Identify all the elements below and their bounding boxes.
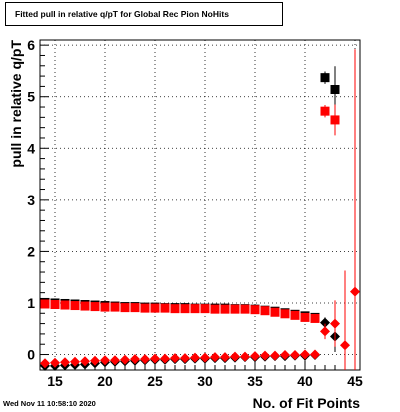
data-point-diamond	[180, 353, 190, 364]
data-point-diamond	[320, 326, 330, 337]
data-point-square	[40, 299, 50, 309]
data-point-square	[180, 304, 190, 314]
data-point-square	[80, 301, 90, 311]
data-point-square	[110, 302, 120, 312]
data-point-diamond	[160, 353, 170, 364]
data-point-square	[330, 85, 340, 94]
data-markers	[40, 49, 360, 371]
data-point-diamond	[60, 357, 70, 368]
data-point-square	[50, 300, 60, 310]
data-point-diamond	[210, 352, 220, 363]
data-point-square	[240, 304, 250, 314]
data-point-diamond	[340, 340, 350, 351]
x-tick-label: 45	[347, 373, 363, 389]
y-tick-label: 4	[27, 140, 35, 156]
x-tick-label: 20	[97, 373, 113, 389]
data-point-diamond	[140, 354, 150, 365]
y-tick-labels: 0 1 2 3 4 5 6	[27, 37, 35, 362]
data-point-diamond	[250, 351, 260, 362]
y-tick-label: 1	[27, 295, 35, 311]
data-point-diamond	[260, 350, 270, 361]
data-point-diamond	[110, 355, 120, 366]
data-point-square	[60, 300, 70, 310]
x-tick-label: 40	[297, 373, 313, 389]
y-tick-label: 6	[27, 37, 35, 53]
data-point-diamond	[150, 353, 160, 364]
y-tick-label: 0	[27, 347, 35, 363]
data-point-square	[330, 115, 340, 125]
data-point-square	[270, 307, 280, 317]
data-point-diamond	[280, 350, 290, 361]
data-point-diamond	[90, 355, 100, 366]
data-point-diamond	[310, 349, 320, 360]
data-point-square	[320, 106, 330, 116]
data-point-diamond	[120, 354, 130, 365]
data-point-square	[220, 304, 230, 314]
data-point-square	[70, 301, 80, 311]
data-point-square	[230, 304, 240, 314]
data-point-square	[100, 302, 110, 312]
data-point-diamond	[270, 350, 280, 361]
data-point-square	[250, 305, 260, 315]
x-axis-title: No. of Fit Points	[253, 395, 361, 411]
data-point-square	[130, 303, 140, 313]
timestamp: Wed Nov 11 10:58:10 2020	[3, 399, 96, 408]
data-point-diamond	[40, 358, 50, 369]
chart-title: Fitted pull in relative q/pT for Global …	[5, 2, 283, 26]
data-point-diamond	[200, 352, 210, 363]
data-point-diamond	[50, 357, 60, 368]
data-point-diamond	[130, 354, 140, 365]
y-axis-title: pull in relative q/pT	[8, 40, 24, 168]
data-point-square	[200, 304, 210, 314]
data-point-diamond	[190, 352, 200, 363]
data-point-diamond	[230, 351, 240, 362]
data-point-square	[190, 304, 200, 314]
data-point-square	[120, 303, 130, 313]
data-point-square	[160, 303, 170, 313]
grid-lines	[40, 40, 360, 370]
data-point-diamond	[70, 356, 80, 367]
data-point-square	[260, 306, 270, 316]
data-point-square	[290, 310, 300, 320]
data-point-square	[90, 302, 100, 312]
y-tick-label: 2	[27, 243, 35, 259]
data-point-diamond	[290, 350, 300, 361]
data-point-square	[170, 304, 180, 314]
x-tick-label: 30	[197, 373, 213, 389]
data-point-square	[280, 309, 290, 319]
y-tick-label: 5	[27, 89, 35, 105]
data-point-square	[140, 303, 150, 313]
data-point-square	[210, 304, 220, 314]
x-tick-label: 15	[47, 373, 63, 389]
data-point-square	[320, 73, 330, 83]
data-point-diamond	[320, 317, 330, 328]
data-point-square	[150, 303, 160, 313]
y-tick-label: 3	[27, 192, 35, 208]
data-point-diamond	[100, 355, 110, 366]
data-point-square	[300, 312, 310, 322]
data-point-square	[310, 313, 320, 323]
data-point-diamond	[330, 318, 340, 329]
x-tick-labels: 15 20 25 30 35 40 45	[47, 373, 363, 389]
data-point-diamond	[350, 286, 360, 297]
data-point-diamond	[170, 353, 180, 364]
data-point-diamond	[300, 349, 310, 360]
data-point-diamond	[220, 352, 230, 363]
data-point-diamond	[80, 356, 90, 367]
x-tick-label: 35	[247, 373, 263, 389]
data-point-diamond	[240, 351, 250, 362]
x-tick-label: 25	[147, 373, 163, 389]
